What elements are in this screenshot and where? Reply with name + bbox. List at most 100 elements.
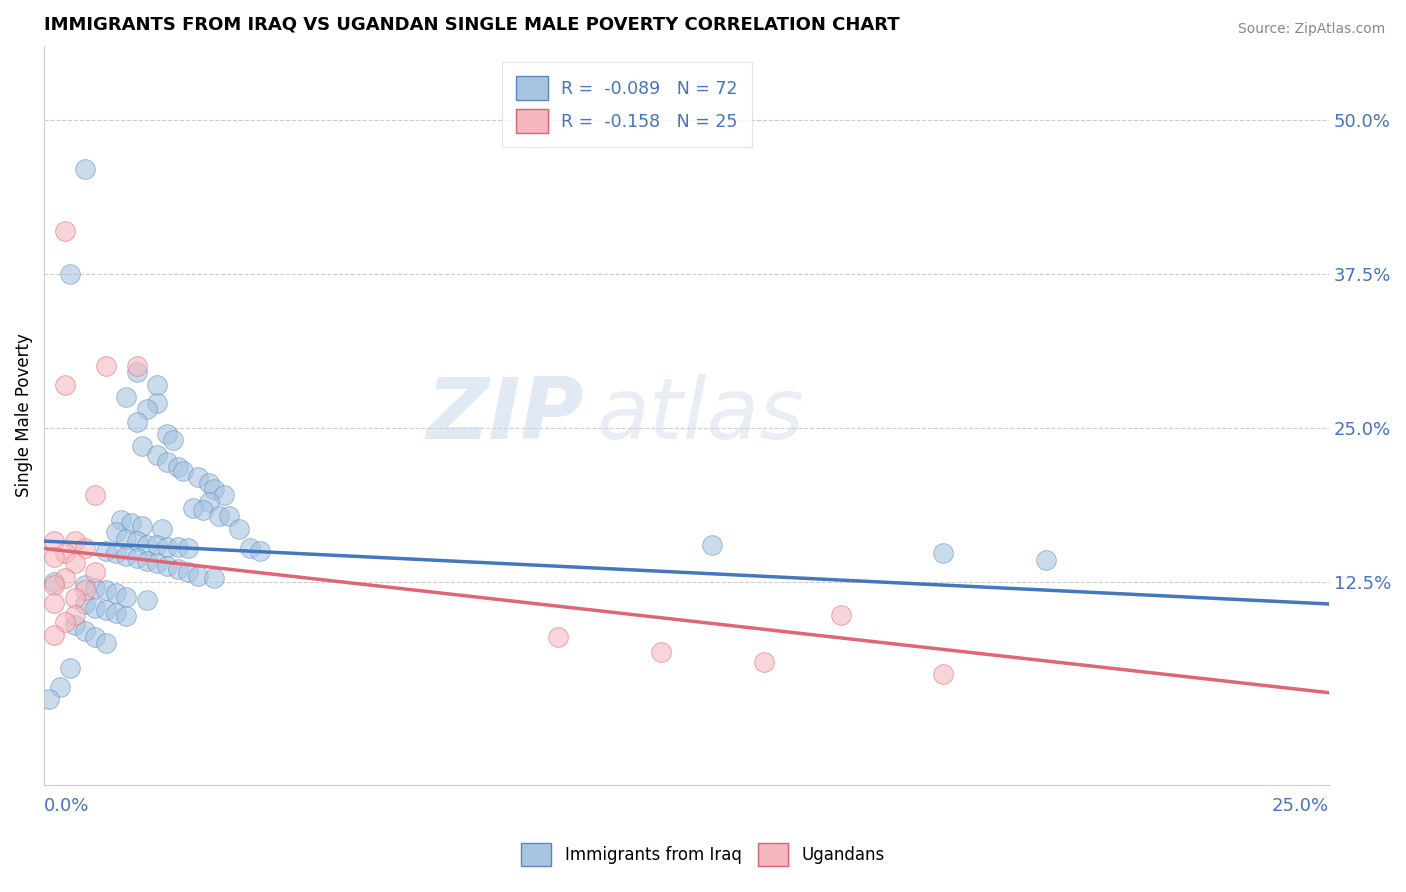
Point bbox=[125, 415, 148, 429]
Point bbox=[44, 628, 66, 642]
Point bbox=[932, 546, 955, 560]
Legend: R =  -0.089   N = 72, R =  -0.158   N = 25: R = -0.089 N = 72, R = -0.158 N = 25 bbox=[502, 62, 752, 147]
Point bbox=[121, 516, 143, 530]
Point bbox=[63, 608, 86, 623]
Point bbox=[932, 667, 955, 681]
Point bbox=[84, 600, 107, 615]
Point bbox=[202, 483, 225, 497]
Point bbox=[115, 390, 138, 404]
Point bbox=[547, 630, 569, 644]
Point bbox=[181, 500, 204, 515]
Point bbox=[135, 538, 157, 552]
Point bbox=[146, 538, 169, 552]
Point bbox=[125, 365, 148, 379]
Point bbox=[59, 661, 82, 675]
Legend: Immigrants from Iraq, Ugandans: Immigrants from Iraq, Ugandans bbox=[515, 836, 891, 873]
Point bbox=[146, 448, 169, 462]
Point bbox=[162, 433, 184, 447]
Point bbox=[53, 377, 76, 392]
Point bbox=[650, 645, 672, 659]
Point bbox=[752, 655, 775, 669]
Point bbox=[53, 615, 76, 630]
Point bbox=[115, 609, 138, 624]
Point bbox=[63, 591, 86, 605]
Point bbox=[131, 519, 153, 533]
Point bbox=[115, 590, 138, 604]
Point bbox=[38, 691, 60, 706]
Point bbox=[239, 541, 262, 556]
Point bbox=[53, 571, 76, 585]
Point bbox=[166, 460, 188, 475]
Point bbox=[156, 455, 179, 469]
Point bbox=[105, 606, 128, 620]
Point bbox=[84, 488, 107, 502]
Point bbox=[197, 476, 219, 491]
Point bbox=[172, 464, 194, 478]
Point bbox=[135, 593, 157, 607]
Point bbox=[218, 509, 240, 524]
Point bbox=[197, 494, 219, 508]
Point bbox=[1035, 552, 1057, 566]
Point bbox=[84, 630, 107, 644]
Point bbox=[94, 544, 117, 558]
Point bbox=[44, 550, 66, 565]
Point bbox=[105, 546, 128, 560]
Text: IMMIGRANTS FROM IRAQ VS UGANDAN SINGLE MALE POVERTY CORRELATION CHART: IMMIGRANTS FROM IRAQ VS UGANDAN SINGLE M… bbox=[44, 15, 900, 33]
Point bbox=[146, 396, 169, 410]
Point bbox=[125, 534, 148, 549]
Point bbox=[125, 551, 148, 566]
Point bbox=[131, 439, 153, 453]
Point bbox=[84, 565, 107, 579]
Point bbox=[187, 568, 209, 582]
Point bbox=[44, 578, 66, 592]
Point bbox=[75, 583, 97, 598]
Text: 25.0%: 25.0% bbox=[1271, 797, 1329, 815]
Point bbox=[187, 470, 209, 484]
Text: ZIP: ZIP bbox=[426, 374, 583, 457]
Point bbox=[166, 541, 188, 555]
Point bbox=[166, 562, 188, 576]
Point bbox=[44, 596, 66, 610]
Point bbox=[208, 509, 231, 524]
Point bbox=[177, 541, 200, 556]
Text: Source: ZipAtlas.com: Source: ZipAtlas.com bbox=[1237, 22, 1385, 37]
Point bbox=[110, 513, 132, 527]
Point bbox=[105, 586, 128, 600]
Point bbox=[156, 541, 179, 555]
Point bbox=[44, 534, 66, 549]
Point bbox=[63, 534, 86, 549]
Text: 0.0%: 0.0% bbox=[44, 797, 90, 815]
Point bbox=[115, 532, 138, 546]
Point bbox=[53, 223, 76, 237]
Point bbox=[75, 541, 97, 556]
Point bbox=[75, 597, 97, 611]
Point bbox=[94, 603, 117, 617]
Point bbox=[53, 546, 76, 560]
Point bbox=[115, 549, 138, 563]
Point bbox=[193, 503, 215, 517]
Point bbox=[830, 608, 852, 623]
Point bbox=[63, 618, 86, 632]
Point bbox=[75, 161, 97, 176]
Point bbox=[94, 583, 117, 598]
Point bbox=[156, 426, 179, 441]
Point bbox=[177, 565, 200, 579]
Y-axis label: Single Male Poverty: Single Male Poverty bbox=[15, 334, 32, 498]
Point bbox=[75, 624, 97, 638]
Point bbox=[146, 377, 169, 392]
Point bbox=[228, 522, 250, 536]
Point bbox=[125, 359, 148, 373]
Point bbox=[44, 574, 66, 589]
Point bbox=[59, 267, 82, 281]
Point bbox=[135, 402, 157, 417]
Point bbox=[105, 525, 128, 540]
Point bbox=[150, 522, 173, 536]
Point bbox=[146, 556, 169, 570]
Point bbox=[202, 571, 225, 585]
Point bbox=[75, 578, 97, 592]
Point bbox=[94, 359, 117, 373]
Point bbox=[249, 544, 271, 558]
Text: atlas: atlas bbox=[596, 374, 804, 457]
Point bbox=[135, 554, 157, 568]
Point bbox=[63, 556, 86, 570]
